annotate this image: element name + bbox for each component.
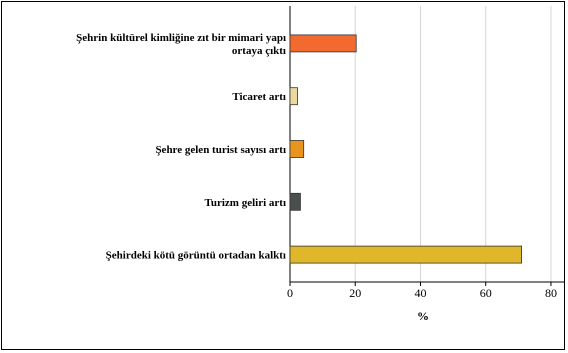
x-tick-label-40: 40: [414, 286, 426, 300]
category-label-0-line-0: Şehrin kültürel kimliğine zıt bir mimari…: [76, 32, 286, 44]
bar-0: [289, 34, 357, 53]
x-tick-label-60: 60: [480, 286, 492, 300]
bar-3: [289, 192, 301, 211]
x-tick-label-80: 80: [545, 286, 557, 300]
bar-2: [289, 140, 305, 158]
x-axis-label: %: [417, 309, 429, 323]
category-label-3: Turizm geliri artı: [205, 197, 286, 209]
x-tick-label-20: 20: [349, 286, 361, 300]
category-label-1: Ticaret artı: [232, 91, 286, 103]
bar-4: [289, 245, 522, 264]
x-tick-label-0: 0: [287, 286, 293, 300]
category-label-0-line-1: ortaya çıktı: [232, 45, 286, 57]
category-label-4: Şehirdeki kötü görüntü ortadan kalktı: [106, 250, 286, 262]
bar-1: [289, 87, 298, 106]
category-label-2: Şehre gelen turist sayısı artı: [155, 144, 286, 156]
